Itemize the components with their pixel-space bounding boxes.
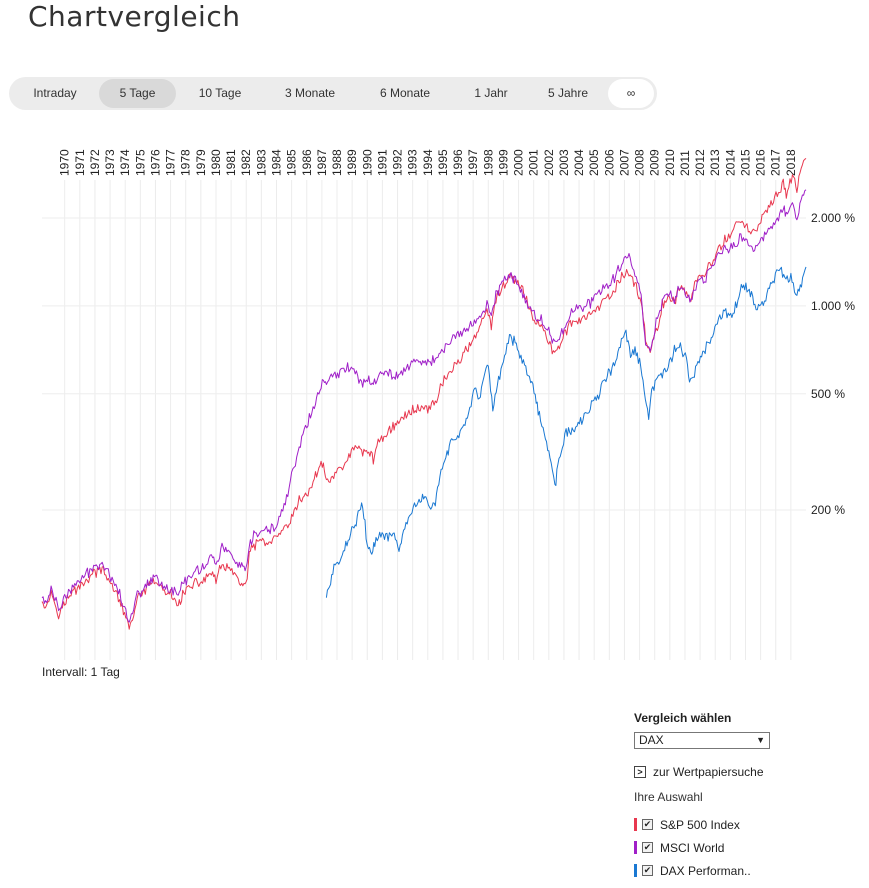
time-range-selector: Intraday 5 Tage 10 Tage 3 Monate 6 Monat…	[9, 77, 657, 110]
range-button-max[interactable]: ∞	[608, 79, 654, 108]
x-tick-label: 2011	[678, 150, 692, 176]
x-tick-label: 1981	[224, 149, 238, 176]
y-grid-and-labels: 200 % 500 % 1.000 % 2.000 %	[42, 211, 855, 517]
compare-title: Vergleich wählen	[634, 711, 732, 725]
x-tick-label: 2001	[527, 149, 541, 176]
x-tick-label: 2016	[754, 149, 768, 176]
selection-label: Ihre Auswahl	[634, 790, 703, 804]
x-tick-label: 1992	[391, 149, 405, 176]
range-button-6-monate[interactable]: 6 Monate	[379, 86, 431, 100]
x-tick-label: 1971	[73, 149, 87, 176]
x-tick-label: 1983	[254, 149, 268, 176]
x-tick-label: 1995	[436, 149, 450, 176]
x-tick-label: 1980	[209, 149, 223, 176]
x-tick-label: 2015	[738, 149, 752, 176]
x-tick-label: 2002	[542, 149, 556, 176]
page-title: Chartvergleich	[28, 0, 241, 33]
x-tick-label: 2010	[663, 149, 677, 176]
series-line	[41, 189, 807, 623]
x-tick-label: 1984	[269, 149, 283, 176]
x-tick-label: 1976	[148, 149, 162, 176]
range-button-5-tage[interactable]: 5 Tage	[99, 79, 176, 108]
selection-item: ✔ MSCI World	[634, 839, 854, 856]
x-tick-label: 1997	[466, 149, 480, 176]
x-tick-label: 1994	[421, 149, 435, 176]
compare-select-value: DAX	[639, 733, 664, 747]
selection-item: ✔ S&P 500 Index	[634, 816, 854, 833]
x-tick-label: 1998	[481, 149, 495, 176]
x-tick-label: 2014	[723, 149, 737, 176]
series-color-marker	[634, 818, 637, 831]
range-button-3-monate[interactable]: 3 Monate	[284, 86, 336, 100]
x-tick-label: 1988	[330, 149, 344, 176]
compare-select[interactable]: DAX ▼	[634, 732, 770, 749]
x-tick-label: 1970	[58, 149, 72, 176]
series-color-marker	[634, 864, 637, 877]
x-tick-label: 1989	[345, 149, 359, 176]
series-line	[325, 266, 807, 598]
x-tick-label: 1991	[375, 149, 389, 176]
x-tick-label: 2006	[602, 149, 616, 176]
x-tick-label: 1978	[179, 149, 193, 176]
x-tick-label: 2018	[784, 149, 798, 176]
selection-item-label: DAX Performan..	[660, 863, 751, 878]
x-tick-label: 2012	[693, 149, 707, 176]
x-tick-label: 2008	[633, 149, 647, 176]
x-tick-label: 2007	[617, 149, 631, 176]
x-tick-label: 1979	[194, 149, 208, 176]
x-tick-label: 1985	[285, 149, 299, 176]
x-tick-label: 1996	[451, 149, 465, 176]
security-search-link[interactable]: > zur Wertpapiersuche	[634, 764, 854, 780]
x-tick-label: 2005	[587, 149, 601, 176]
x-tick-label: 2013	[708, 149, 722, 176]
x-tick-label: 2004	[572, 149, 586, 176]
compare-panel: Vergleich wählen DAX ▼ > zur Wertpapiers…	[634, 710, 854, 879]
x-tick-label: 1993	[406, 149, 420, 176]
x-tick-label: 2003	[557, 149, 571, 176]
y-tick-label: 2.000 %	[811, 211, 855, 225]
x-tick-label: 1987	[315, 149, 329, 176]
x-tick-label: 1986	[300, 149, 314, 176]
range-button-5-jahre[interactable]: 5 Jahre	[547, 86, 589, 100]
y-tick-label: 200 %	[811, 503, 845, 517]
range-button-intraday[interactable]: Intraday	[33, 86, 77, 100]
x-tick-label: 1999	[496, 149, 510, 176]
comparison-chart: 1970 1971 1972 1973 1974 1975 1976 1977 1978 1979…	[41, 149, 855, 660]
x-tick-label: 1990	[360, 149, 374, 176]
series-color-marker	[634, 841, 637, 854]
selection-list: ✔ S&P 500 Index ✔ MSCI World ✔ DAX Perfo…	[634, 816, 854, 879]
chevron-right-icon: >	[634, 766, 646, 778]
selection-checkbox[interactable]: ✔	[642, 819, 653, 830]
selection-checkbox[interactable]: ✔	[642, 865, 653, 876]
selection-item-label: S&P 500 Index	[660, 817, 740, 832]
range-button-10-tage[interactable]: 10 Tage	[198, 86, 242, 100]
selection-item-label: MSCI World	[660, 840, 725, 855]
x-tick-label: 2009	[648, 149, 662, 176]
series-lines	[41, 158, 807, 630]
x-grid-and-labels: 1970 1971 1972 1973 1974 1975 1976 1977 1978 1979…	[58, 149, 798, 660]
x-tick-label: 1975	[133, 149, 147, 176]
dropdown-arrow-icon: ▼	[756, 735, 765, 745]
x-tick-label: 1972	[88, 149, 102, 176]
security-search-label: zur Wertpapiersuche	[653, 765, 764, 779]
interval-label: Intervall: 1 Tag	[42, 665, 120, 679]
x-tick-label: 1982	[239, 149, 253, 176]
x-tick-label: 2000	[512, 149, 526, 176]
selection-checkbox[interactable]: ✔	[642, 842, 653, 853]
y-tick-label: 1.000 %	[811, 299, 855, 313]
x-tick-label: 1973	[103, 149, 117, 176]
x-tick-label: 1977	[164, 149, 178, 176]
selection-item: ✔ DAX Performan..	[634, 862, 854, 879]
x-tick-label: 2017	[769, 149, 783, 176]
y-tick-label: 500 %	[811, 387, 845, 401]
range-button-1-jahr[interactable]: 1 Jahr	[474, 86, 508, 100]
x-tick-label: 1974	[118, 149, 132, 176]
